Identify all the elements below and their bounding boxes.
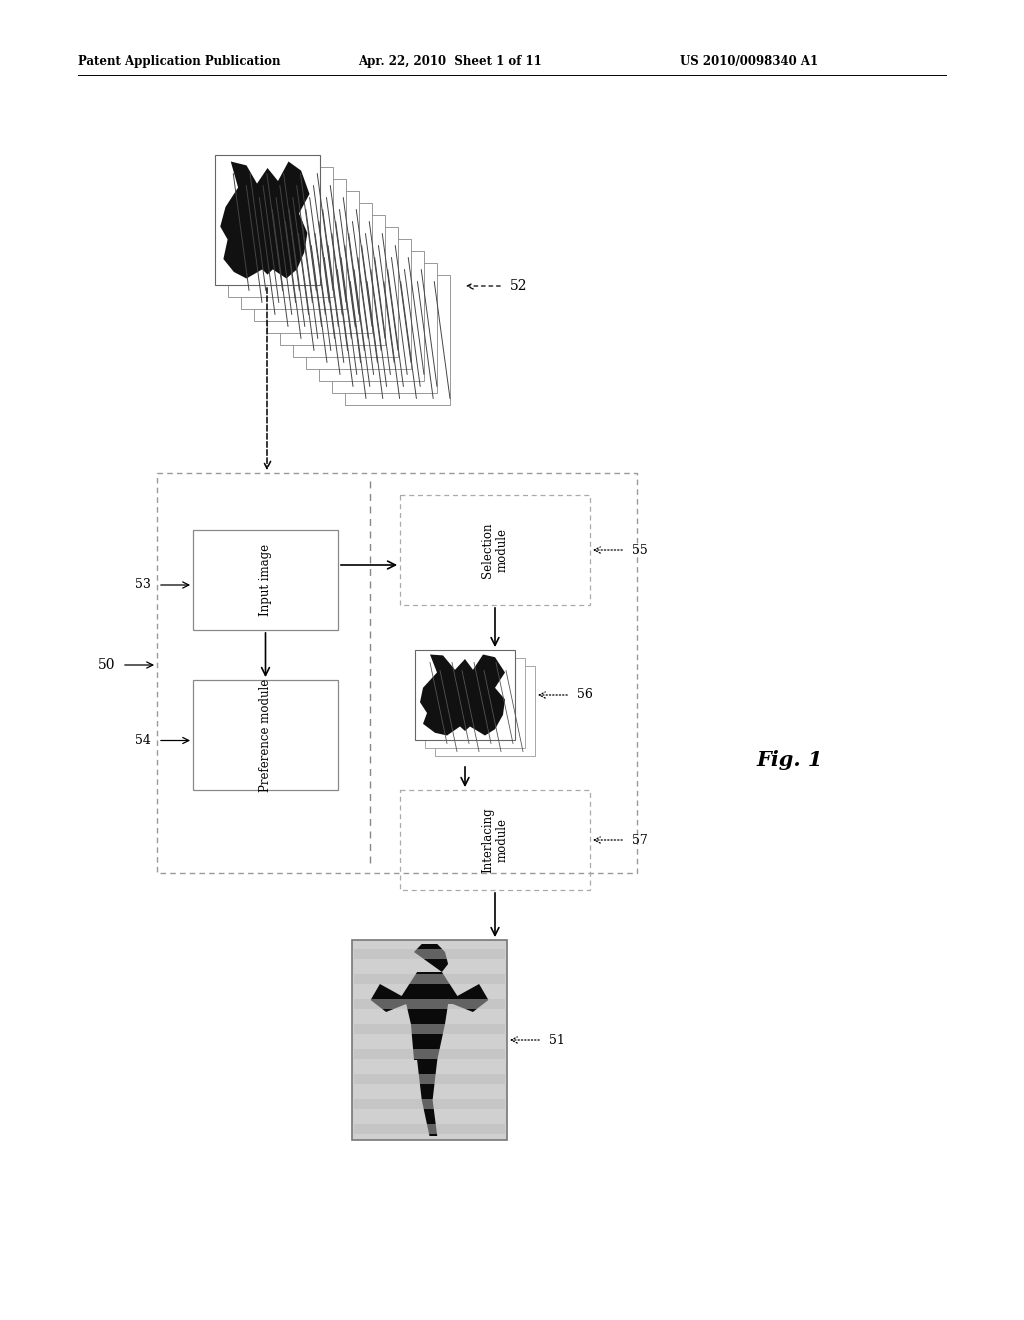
Bar	[354, 1098, 505, 1109]
Bar	[293, 227, 398, 356]
Bar	[254, 191, 359, 321]
Bar	[193, 680, 338, 789]
Bar	[193, 531, 338, 630]
Polygon shape	[220, 161, 309, 279]
Bar	[345, 275, 450, 405]
Bar	[354, 1073, 505, 1084]
Bar	[415, 649, 515, 741]
Text: Selection
module: Selection module	[481, 523, 509, 578]
Bar	[241, 180, 346, 309]
Bar	[280, 215, 385, 345]
Text: 52: 52	[510, 279, 527, 293]
Text: Apr. 22, 2010  Sheet 1 of 11: Apr. 22, 2010 Sheet 1 of 11	[358, 55, 542, 69]
Text: 50: 50	[97, 657, 115, 672]
Bar	[354, 998, 505, 1008]
Bar	[425, 657, 525, 748]
Bar	[354, 1023, 505, 1034]
Text: 54: 54	[135, 734, 151, 747]
Text: 57: 57	[632, 833, 648, 846]
Text: 51: 51	[549, 1034, 565, 1047]
Bar	[354, 1048, 505, 1059]
Bar	[319, 251, 424, 381]
Bar	[400, 789, 590, 890]
Bar	[352, 940, 507, 1140]
Bar	[306, 239, 411, 370]
Bar	[354, 949, 505, 958]
Polygon shape	[420, 655, 505, 735]
Bar	[400, 495, 590, 605]
Text: Fig. 1: Fig. 1	[757, 750, 823, 770]
Text: 56: 56	[577, 689, 593, 701]
Text: 53: 53	[135, 578, 151, 591]
Text: Input image: Input image	[259, 544, 272, 616]
Bar	[435, 667, 535, 756]
Text: Preference module: Preference module	[259, 678, 272, 792]
Bar	[157, 473, 637, 873]
Bar	[267, 203, 372, 333]
Bar	[215, 154, 319, 285]
Bar	[332, 263, 437, 393]
Text: Patent Application Publication: Patent Application Publication	[78, 55, 281, 69]
Bar	[354, 1123, 505, 1134]
Text: US 2010/0098340 A1: US 2010/0098340 A1	[680, 55, 818, 69]
Text: 55: 55	[632, 544, 648, 557]
Text: Interlacing
module: Interlacing module	[481, 808, 509, 873]
Bar	[354, 974, 505, 983]
Bar	[228, 168, 333, 297]
Polygon shape	[371, 944, 488, 1137]
